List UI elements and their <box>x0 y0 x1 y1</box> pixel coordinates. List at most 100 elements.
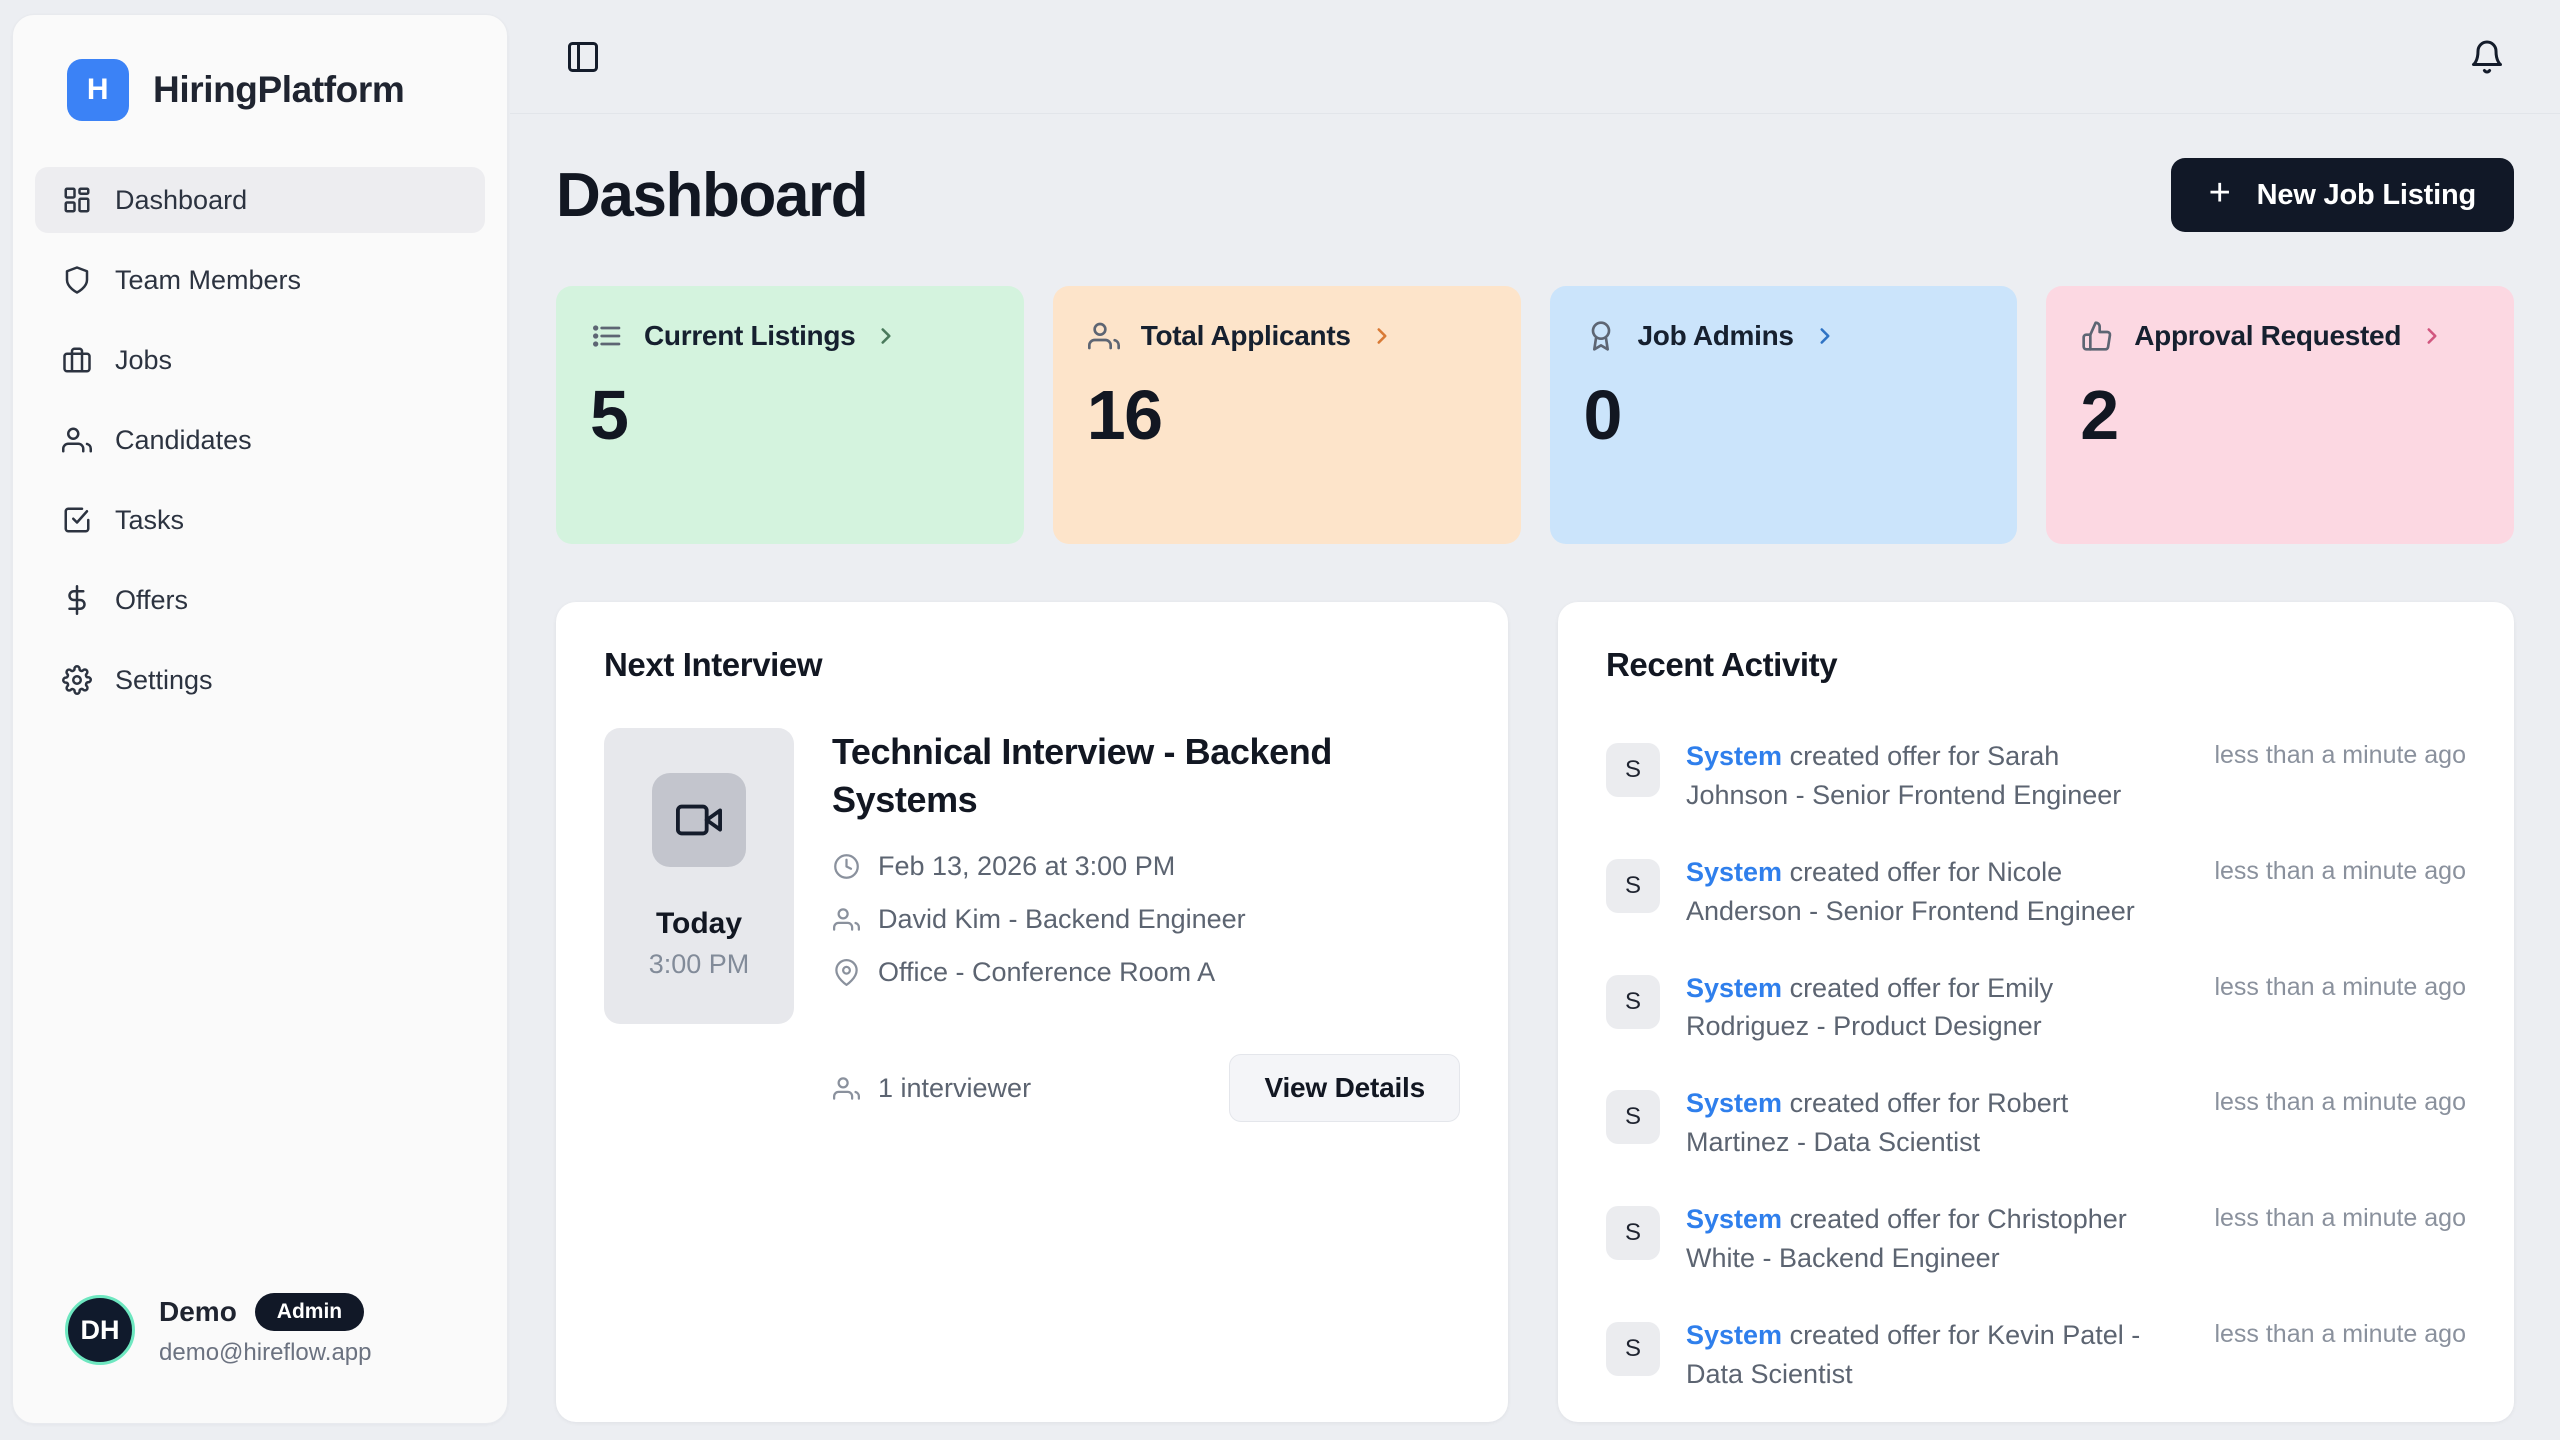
activity-text: System created offer for Nicole Anderson… <box>1686 853 2166 931</box>
activity-timestamp: less than a minute ago <box>2214 1204 2466 1232</box>
chevron-right-icon[interactable] <box>1369 323 1395 349</box>
sidebar-item-label: Dashboard <box>115 184 248 215</box>
sidebar-item-candidates[interactable]: Candidates <box>35 407 485 473</box>
users-icon <box>61 424 93 456</box>
stat-card-approval-requested[interactable]: Approval Requested 2 <box>2046 286 2514 544</box>
interview-day-label: Today <box>655 906 743 940</box>
stat-card-label: Job Admins <box>1637 320 1795 351</box>
list-icon <box>590 319 624 353</box>
activity-timestamp: less than a minute ago <box>2214 1319 2466 1348</box>
award-icon <box>1584 319 1618 353</box>
sidebar-item-label: Settings <box>115 664 213 695</box>
activity-text: System created offer for Robert Martinez… <box>1686 1084 2166 1162</box>
activity-description: created offer for Robert Martinez - Data… <box>1686 1088 2069 1158</box>
view-details-button[interactable]: View Details <box>1229 1054 1460 1123</box>
bell-icon[interactable] <box>2460 30 2514 84</box>
interviewer-count: 1 interviewer <box>832 1073 1031 1104</box>
user-info: Demo Admin demo@hireflow.app <box>159 1293 455 1367</box>
activity-description: created offer for Emily Rodriguez - Prod… <box>1686 972 2054 1042</box>
sidebar-item-jobs[interactable]: Jobs <box>35 327 485 393</box>
sidebar-item-team-members[interactable]: Team Members <box>35 247 485 313</box>
brand-logo-icon: H <box>67 59 129 121</box>
activity-actor-link[interactable]: System <box>1686 741 1783 771</box>
sidebar-nav: Dashboard Team Members Jobs Candidates Tasks… <box>13 167 507 727</box>
activity-row[interactable]: S System created offer for Nicole Anderso… <box>1606 834 2466 950</box>
activity-actor-link[interactable]: System <box>1686 1319 1783 1350</box>
next-interview-body: Today 3:00 PM Technical Interview - Back… <box>604 728 1460 1123</box>
activity-actor-link[interactable]: System <box>1686 1088 1783 1119</box>
stat-card-value: 2 <box>2080 376 2119 454</box>
activity-actor-link[interactable]: System <box>1686 972 1783 1003</box>
next-interview-card: Next Interview Today 3:00 PM <box>556 602 1508 1422</box>
stat-card-header: Approval Requested <box>2080 319 2480 353</box>
activity-actor-link[interactable]: System <box>1686 856 1783 887</box>
sidebar-item-offers[interactable]: Offers <box>35 567 485 633</box>
video-icon <box>652 772 746 867</box>
sidebar-item-dashboard[interactable]: Dashboard <box>35 167 485 233</box>
sidebar-item-label: Offers <box>115 584 189 615</box>
chevron-right-icon[interactable] <box>2419 323 2445 349</box>
stat-card-header: Job Admins <box>1584 319 1984 353</box>
new-job-listing-label: New Job Listing <box>2256 178 2477 211</box>
activity-avatar: S <box>1606 1090 1660 1145</box>
activity-text: System created offer for Emily Rodriguez… <box>1686 969 2166 1047</box>
activity-avatar: S <box>1606 974 1660 1029</box>
activity-actor-link[interactable]: System <box>1686 1204 1783 1234</box>
stat-card-value: 16 <box>1086 376 1163 454</box>
gear-icon <box>61 664 93 696</box>
activity-avatar: S <box>1606 743 1660 797</box>
users-icon <box>832 1074 860 1102</box>
briefcase-icon <box>61 344 93 376</box>
interview-meta-text: Office - Conference Room A <box>878 957 1216 988</box>
interview-meta-text: Feb 13, 2026 at 3:00 PM <box>878 851 1176 882</box>
stat-card-header: Total Applicants <box>1087 319 1487 353</box>
stat-card-value: 0 <box>1583 376 1623 454</box>
interview-title: Technical Interview - Backend Systems <box>832 731 1332 820</box>
activity-timestamp: less than a minute ago <box>2214 972 2466 1001</box>
recent-activity-title: Recent Activity <box>1606 646 1838 683</box>
activity-text: System created offer for Kevin Patel - D… <box>1686 1316 2166 1394</box>
activity-avatar: S <box>1606 1321 1660 1376</box>
shield-icon <box>61 264 93 296</box>
user-name: Demo <box>159 1296 237 1327</box>
sidebar-item-tasks[interactable]: Tasks <box>35 487 485 553</box>
stat-card-total-applicants[interactable]: Total Applicants 16 <box>1052 286 1521 544</box>
activity-list: S System created offer for Sarah Johnson … <box>1606 718 2466 1413</box>
activity-description: created offer for Nicole Anderson - Seni… <box>1686 856 2135 926</box>
clock-icon <box>832 853 860 881</box>
activity-avatar: S <box>1606 858 1660 913</box>
activity-row[interactable]: S System created offer for Robert Martine… <box>1606 1065 2466 1181</box>
brand[interactable]: H HiringPlatform <box>13 15 507 121</box>
interview-meta-text: David Kim - Backend Engineer <box>878 904 1246 935</box>
activity-row[interactable]: S System created offer for Emily Rodrigue… <box>1606 950 2466 1066</box>
activity-description: created offer for Kevin Patel - Data Sci… <box>1686 1319 2141 1389</box>
page-content: Dashboard + New Job Listing Current List… <box>510 114 2560 1440</box>
sidebar-item-label: Candidates <box>115 424 252 455</box>
activity-row[interactable]: S System created offer for Kevin Patel - … <box>1606 1297 2466 1413</box>
activity-row[interactable]: S System created offer for Christopher Wh… <box>1606 1181 2466 1297</box>
sidebar-item-settings[interactable]: Settings <box>35 647 485 713</box>
sidebar-toggle-icon[interactable] <box>556 30 610 84</box>
new-job-listing-button[interactable]: + New Job Listing <box>2170 158 2514 232</box>
sidebar-item-label: Tasks <box>115 504 185 535</box>
users-icon <box>832 906 860 934</box>
user-profile[interactable]: DH Demo Admin demo@hireflow.app <box>35 1267 485 1393</box>
check-square-icon <box>61 504 93 536</box>
stat-card-label: Approval Requested <box>2134 320 2402 351</box>
plus-icon: + <box>2208 172 2231 214</box>
activity-text: System created offer for Sarah Johnson -… <box>1686 737 2166 815</box>
interview-details: Technical Interview - Backend Systems Fe… <box>832 728 1460 1123</box>
stat-card-header: Current Listings <box>590 319 990 353</box>
stat-card-current-listings[interactable]: Current Listings 5 <box>556 286 1024 544</box>
activity-timestamp: less than a minute ago <box>2214 741 2466 769</box>
stat-card-job-admins[interactable]: Job Admins 0 <box>1549 286 2018 544</box>
activity-row[interactable]: S System created offer for Sarah Johnson … <box>1606 718 2466 834</box>
brand-name: HiringPlatform <box>153 69 405 110</box>
activity-description: created offer for Sarah Johnson - Senior… <box>1686 741 2122 810</box>
chevron-right-icon[interactable] <box>873 323 899 349</box>
interview-meta-row: David Kim - Backend Engineer <box>832 904 1460 935</box>
chevron-right-icon[interactable] <box>1812 323 1838 349</box>
main-area: Dashboard + New Job Listing Current List… <box>510 0 2560 1440</box>
page-header: Dashboard + New Job Listing <box>556 158 2514 232</box>
